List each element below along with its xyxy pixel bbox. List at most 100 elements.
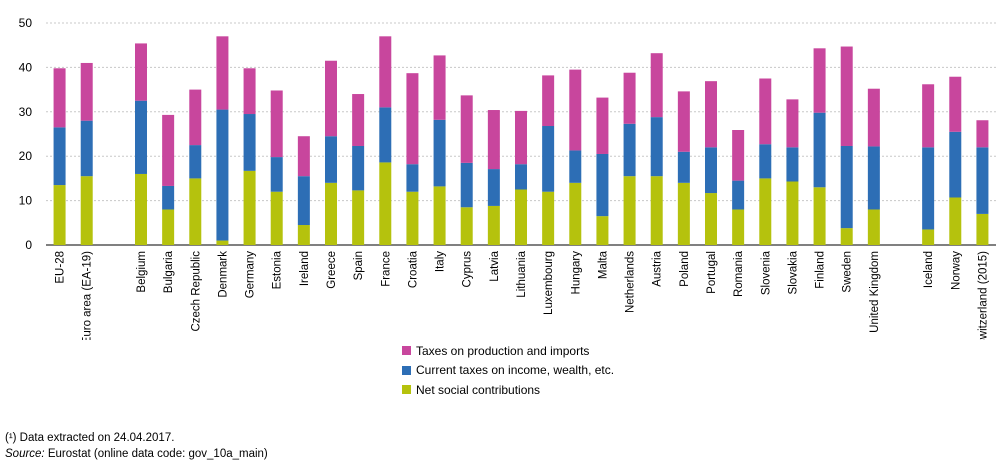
x-tick-label: Malta <box>597 250 609 279</box>
legend: Taxes on production and imports Current … <box>402 341 614 400</box>
bar-segment <box>840 228 853 245</box>
bar-segment <box>732 180 745 210</box>
x-tick-label: Greece <box>326 251 338 289</box>
bar-segment <box>922 147 935 230</box>
bar-segment <box>867 209 880 245</box>
bar-segment <box>325 136 337 183</box>
source-text: Eurostat (online data code: gov_10a_main… <box>44 448 268 460</box>
data-extraction-note: (¹) Data extracted on 24.04.2017. <box>5 432 175 444</box>
bar-segment <box>813 187 826 245</box>
bar-segment <box>759 144 772 179</box>
x-tick-label: Austria <box>652 250 664 286</box>
x-tick-label: Lithuania <box>516 250 528 297</box>
bar-segment <box>650 117 663 177</box>
x-tick-label: Netherlands <box>625 251 637 313</box>
bar-segment <box>189 145 202 179</box>
x-tick-label: Estonia <box>272 250 284 289</box>
bar-segment <box>352 94 365 146</box>
bar-segment <box>379 36 392 108</box>
legend-swatch <box>402 346 411 356</box>
legend-item-current-taxes: Current taxes on income, wealth, etc. <box>402 361 614 381</box>
x-tick-label: Germany <box>245 251 257 299</box>
bar-segment <box>813 112 826 188</box>
bar-segment <box>515 110 527 165</box>
x-axis: EU-28 Euro area (EA-19) Belgium Bulgaria Cze… <box>55 250 990 340</box>
x-tick-label: Poland <box>679 251 691 287</box>
legend-item-taxes-production: Taxes on production and imports <box>402 341 614 361</box>
bar-segment <box>759 178 772 245</box>
bar-segment <box>786 99 799 148</box>
bar-segment <box>677 151 690 183</box>
bar-segment <box>705 147 717 194</box>
bar-segment <box>515 164 527 190</box>
legend-swatch <box>402 365 411 375</box>
bar-segment <box>216 36 229 110</box>
bar-segment <box>650 176 663 245</box>
legend-label: Net social contributions <box>416 382 541 397</box>
bar-segment <box>297 225 310 245</box>
bar-segment <box>677 91 690 152</box>
x-tick-label: Slovenia <box>760 250 772 295</box>
bar-segment <box>162 114 175 186</box>
x-tick-label: Italy <box>435 251 447 272</box>
bar-segment <box>135 173 147 245</box>
x-tick-label: Czech Republic <box>190 251 202 332</box>
y-tick-label: 0 <box>25 238 32 252</box>
legend-label: Taxes on production and imports <box>416 343 590 358</box>
bar-segment <box>297 176 310 226</box>
bar-segment <box>243 114 256 171</box>
bar-segment <box>596 153 609 217</box>
bar-segment <box>922 229 935 245</box>
bar-segment <box>623 72 636 124</box>
y-tick-label: 40 <box>19 60 33 74</box>
legend-swatch <box>402 385 411 395</box>
bar-segment <box>53 68 66 128</box>
bar-segment <box>705 81 717 148</box>
bar-segment <box>189 178 202 245</box>
stacked-bar-chart: 0 10 20 30 40 50 EU-28 Euro area (EA-19) Belgiu… <box>19 16 996 340</box>
x-tick-label: Portugal <box>706 251 718 294</box>
bar-segment <box>569 182 582 245</box>
bar-segment <box>949 131 962 198</box>
bar-segment <box>542 75 555 127</box>
bar-segment <box>297 136 310 177</box>
bar-segment <box>759 78 772 145</box>
bar-segment <box>270 191 283 245</box>
bar-segment <box>379 162 392 245</box>
bar-segment <box>976 147 989 214</box>
x-tick-label: Belgium <box>136 251 148 293</box>
bar-segment <box>786 181 799 245</box>
bar-segment <box>243 68 256 115</box>
bar-segment <box>976 213 989 245</box>
source-label: Source: <box>5 448 45 460</box>
bar-segment <box>840 145 853 229</box>
bar-segment <box>352 145 365 191</box>
x-tick-label: Latvia <box>489 250 501 281</box>
bar-segment <box>515 189 527 245</box>
bar-segment <box>433 186 446 245</box>
bar-segment <box>922 84 935 148</box>
y-tick-label: 50 <box>19 16 33 30</box>
x-tick-label: Switzerland (2015) <box>977 251 989 340</box>
legend-label: Current taxes on income, wealth, etc. <box>416 363 615 378</box>
bar-segment <box>406 73 419 165</box>
x-tick-label: Luxembourg <box>543 251 555 315</box>
x-tick-label: Cyprus <box>462 251 474 288</box>
bar-segment <box>569 150 582 183</box>
bar-segment <box>487 205 500 245</box>
bar-segment <box>487 169 500 206</box>
bar-segment <box>542 126 555 192</box>
bar-segment <box>270 157 283 192</box>
x-tick-label: Iceland <box>923 251 935 288</box>
bar-segment <box>162 209 175 245</box>
y-tick-label: 10 <box>19 194 33 208</box>
bar-segment <box>80 176 93 245</box>
bar-segment <box>243 170 256 245</box>
bar-segment <box>677 182 690 245</box>
bar-segment <box>433 119 446 187</box>
bar-segment <box>325 60 337 137</box>
bar-segment <box>406 191 419 245</box>
bar-segment <box>53 185 66 245</box>
x-tick-label: Euro area (EA-19) <box>82 251 94 340</box>
bar-segment <box>732 209 745 245</box>
